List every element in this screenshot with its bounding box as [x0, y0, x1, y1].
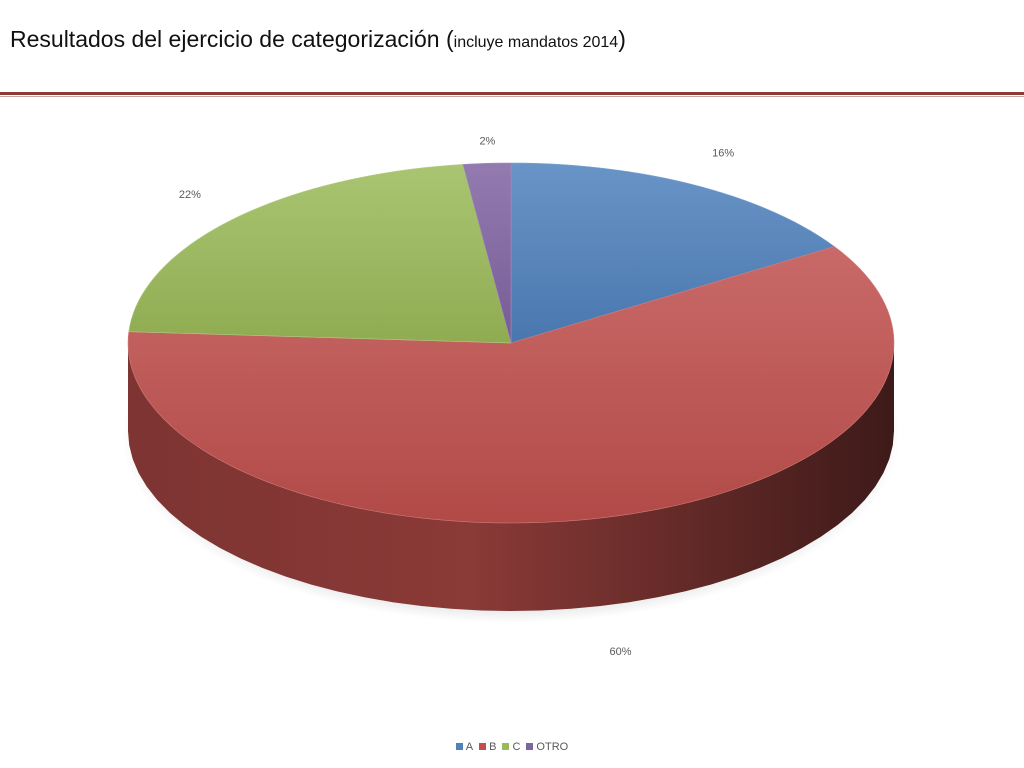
legend-item-c: C: [502, 741, 520, 753]
chart-legend: A B C OTRO: [0, 741, 1024, 753]
legend-label-b: B: [489, 741, 497, 753]
data-label-b: 60%: [609, 646, 631, 658]
pie-slice-b: [127, 246, 895, 524]
pie-top: [127, 162, 895, 524]
pie-sides: [128, 343, 894, 611]
pie-slice-otro: [462, 162, 512, 344]
title-close: ): [618, 26, 626, 52]
data-label-c: 22%: [179, 189, 201, 201]
title-main: Resultados del ejercicio de categorizaci…: [10, 26, 454, 52]
legend-swatch-a: [455, 743, 463, 750]
title-sub: incluye mandatos 2014: [453, 34, 619, 51]
slide-title: Resultados del ejercicio de categorizaci…: [10, 24, 626, 58]
pie-data-labels: 16% 60% 22% 2%: [179, 136, 735, 658]
pie-slice-c: [128, 164, 512, 344]
pie-slice-a: [510, 162, 836, 344]
legend-swatch-otro: [526, 743, 534, 750]
legend-item-a: A: [455, 741, 474, 753]
legend-swatch-b: [479, 743, 487, 750]
legend-label-c: C: [512, 741, 521, 753]
legend-label-a: A: [465, 741, 474, 753]
title-divider: [0, 92, 1024, 95]
legend-label-otro: OTRO: [536, 741, 569, 753]
data-label-a: 16%: [712, 148, 734, 160]
legend-swatch-c: [502, 743, 510, 750]
legend-item-b: B: [479, 741, 496, 753]
data-label-otro: 2%: [479, 136, 495, 148]
pie-side-b: [128, 343, 894, 611]
legend-item-otro: OTRO: [526, 741, 568, 753]
title-divider-thin: [0, 96, 1024, 97]
